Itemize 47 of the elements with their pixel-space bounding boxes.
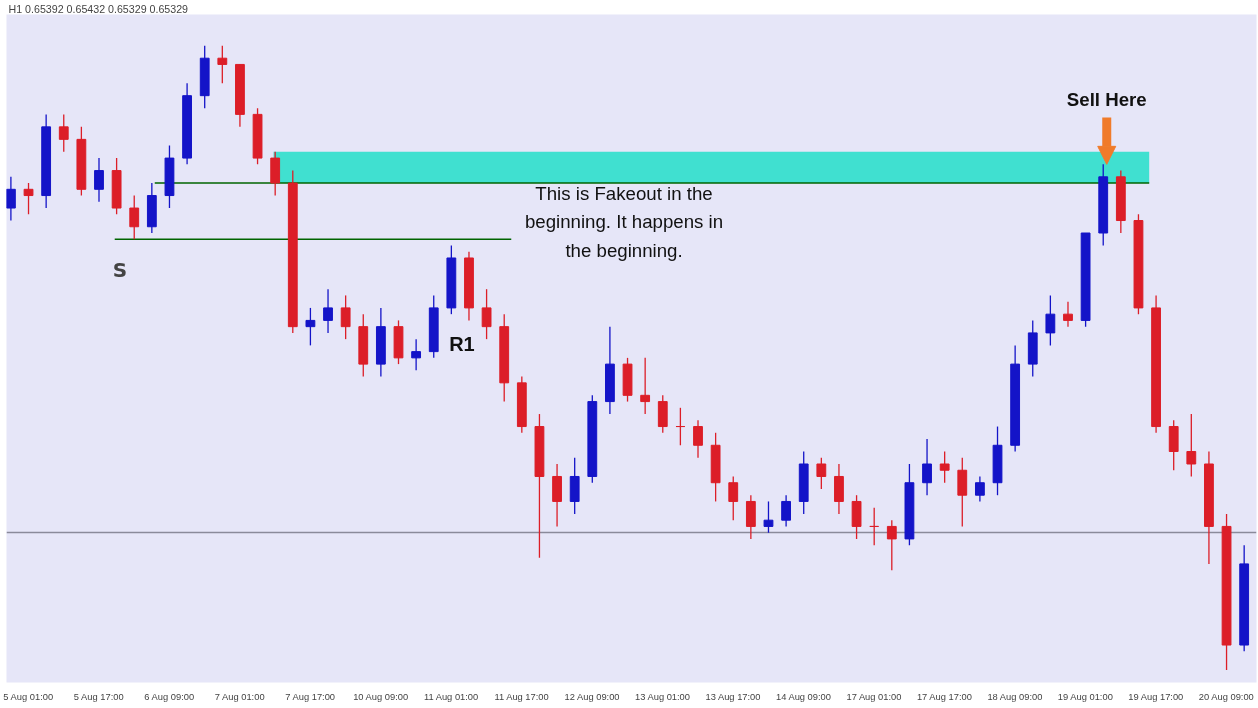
x-tick-label: 19 Aug 17:00 <box>1128 691 1184 702</box>
candlestick <box>217 45 228 84</box>
annotation: Sell Here <box>1066 89 1147 111</box>
candlestick <box>922 438 932 496</box>
x-tick-label: 12 Aug 09:00 <box>564 691 620 702</box>
candlestick <box>1063 301 1073 328</box>
candlestick <box>728 475 739 521</box>
x-tick-label: 6 Aug 09:00 <box>144 691 195 702</box>
candlestick <box>94 157 104 203</box>
ref-line-label: S <box>112 257 128 282</box>
candlestick <box>886 519 897 571</box>
candlestick <box>781 494 791 528</box>
candlestick <box>411 338 422 371</box>
x-tick-label: 5 Aug 17:00 <box>73 691 124 702</box>
x-tick-label: 11 Aug 01:00 <box>423 691 479 702</box>
x-tick-label: 7 Aug 01:00 <box>214 691 265 702</box>
x-tick-label: 17 Aug 17:00 <box>916 691 972 702</box>
x-tick-label: 13 Aug 01:00 <box>635 691 691 702</box>
candlestick <box>305 307 316 347</box>
candlestick <box>23 182 34 215</box>
x-tick-label: 19 Aug 01:00 <box>1057 691 1113 702</box>
x-tick-label: 7 Aug 17:00 <box>285 691 336 702</box>
candlestick <box>129 194 140 240</box>
candlestick <box>693 419 703 459</box>
candlestick <box>640 357 651 415</box>
candlestick <box>816 457 827 490</box>
x-tick-label: 11 Aug 17:00 <box>494 691 549 702</box>
chart-title: H1 0.65392 0.65432 0.65329 0.65329 <box>8 2 189 15</box>
candlestick <box>1045 294 1056 347</box>
candlestick <box>939 450 950 484</box>
candlestick <box>481 288 492 340</box>
candlestick <box>340 294 351 340</box>
candlestick <box>1186 413 1197 478</box>
x-tick-label: 5 Aug 01:00 <box>3 691 54 702</box>
annotation: This is Fakeout in the beginning. It happens in the beginning. <box>524 183 724 261</box>
candlestick <box>58 113 69 153</box>
x-tick-label: 17 Aug 01:00 <box>846 691 902 702</box>
candlestick <box>323 288 333 334</box>
candlestick <box>763 500 774 534</box>
candlestick <box>974 475 985 503</box>
annotation: R1 <box>449 332 475 355</box>
x-tick-label: 10 Aug 09:00 <box>353 691 409 702</box>
candlestick <box>6 176 16 222</box>
x-tick-label: 20 Aug 09:00 <box>1198 691 1254 702</box>
x-tick-label: 18 Aug 09:00 <box>987 691 1043 702</box>
x-tick-label: 14 Aug 09:00 <box>775 691 831 702</box>
x-tick-label: 13 Aug 17:00 <box>705 691 761 702</box>
